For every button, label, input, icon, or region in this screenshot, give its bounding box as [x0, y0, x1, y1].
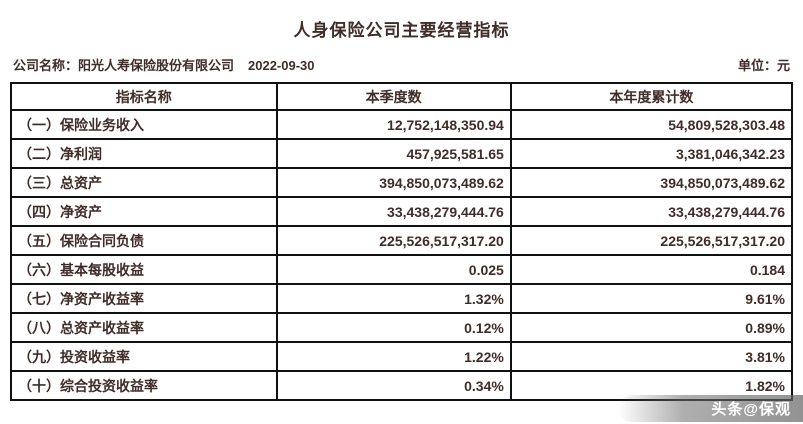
ytd-value-cell: 33,438,279,444.76 [509, 196, 794, 227]
header-indicator-name: 指标名称 [10, 82, 278, 111]
indicator-name-cell: （十）综合投资收益率 [10, 370, 278, 401]
quarter-value-cell: 0.025 [275, 254, 512, 285]
header-quarter-value: 本季度数 [275, 82, 512, 111]
table-row: （二）净利润 457,925,581.65 3,381,046,342.23 [10, 138, 794, 169]
ytd-value-cell: 54,809,528,303.48 [509, 109, 794, 140]
report-date: 2022-09-30 [248, 58, 315, 73]
indicator-name-cell: （八）总资产收益率 [10, 312, 278, 343]
company-name-label: 公司名称：阳光人寿保险股份有限公司 [13, 58, 235, 73]
watermark-label: 头条@保观 [711, 401, 791, 418]
table-row: （七）净资产收益率 1.32% 9.61% [10, 283, 794, 314]
quarter-value-cell: 1.22% [275, 341, 512, 372]
table-row: （一）保险业务收入 12,752,148,350.94 54,809,528,3… [10, 109, 794, 140]
quarter-value-cell: 12,752,148,350.94 [275, 109, 512, 140]
header-ytd-value: 本年度累计数 [509, 82, 794, 111]
page-title: 人身保险公司主要经营指标 [293, 21, 510, 40]
ytd-value-cell: 3,381,046,342.23 [509, 138, 794, 169]
indicator-name-cell: （六）基本每股收益 [10, 254, 278, 285]
indicator-name-cell: （九）投资收益率 [10, 341, 278, 372]
company-and-date: 公司名称：阳光人寿保险股份有限公司 2022-09-30 [13, 55, 315, 74]
ytd-value-cell: 3.81% [509, 341, 794, 372]
indicator-name-cell: （四）净资产 [10, 196, 278, 227]
quarter-value-cell: 394,850,073,489.62 [275, 167, 512, 198]
ytd-value-cell: 9.61% [509, 283, 794, 314]
ytd-value-cell: 0.89% [509, 312, 794, 343]
indicator-name-cell: （五）保险合同负债 [10, 225, 278, 256]
quarter-value-cell: 33,438,279,444.76 [275, 196, 512, 227]
ytd-value-cell: 225,526,517,317.20 [509, 225, 794, 256]
table-row: （五）保险合同负债 225,526,517,317.20 225,526,517… [10, 225, 794, 256]
ytd-value-cell: 394,850,073,489.62 [509, 167, 794, 198]
quarter-value-cell: 0.12% [275, 312, 512, 343]
table-row: （九）投资收益率 1.22% 3.81% [10, 341, 794, 372]
report-meta-line: 公司名称：阳光人寿保险股份有限公司 2022-09-30 单位：元 [0, 55, 803, 74]
quarter-value-cell: 457,925,581.65 [275, 138, 512, 169]
quarter-value-cell: 225,526,517,317.20 [275, 225, 512, 256]
indicator-name-cell: （七）净资产收益率 [10, 283, 278, 314]
table-row: （六）基本每股收益 0.025 0.184 [10, 254, 794, 285]
indicators-table: 指标名称 本季度数 本年度累计数 （一）保险业务收入 12,752,148,35… [10, 82, 794, 401]
indicator-name-cell: （三）总资产 [10, 167, 278, 198]
table-row: （三）总资产 394,850,073,489.62 394,850,073,48… [10, 167, 794, 198]
table-header-row: 指标名称 本季度数 本年度累计数 [10, 82, 794, 111]
table-row: （八）总资产收益率 0.12% 0.89% [10, 312, 794, 343]
unit-label: 单位：元 [737, 58, 790, 73]
ytd-value-cell: 0.184 [509, 254, 794, 285]
quarter-value-cell: 0.34% [275, 370, 512, 401]
table-row: （四）净资产 33,438,279,444.76 33,438,279,444.… [10, 196, 794, 227]
quarter-value-cell: 1.32% [275, 283, 512, 314]
indicator-name-cell: （一）保险业务收入 [10, 109, 278, 140]
indicator-name-cell: （二）净利润 [10, 138, 278, 169]
watermark-badge: 头条@保观 [618, 395, 803, 422]
